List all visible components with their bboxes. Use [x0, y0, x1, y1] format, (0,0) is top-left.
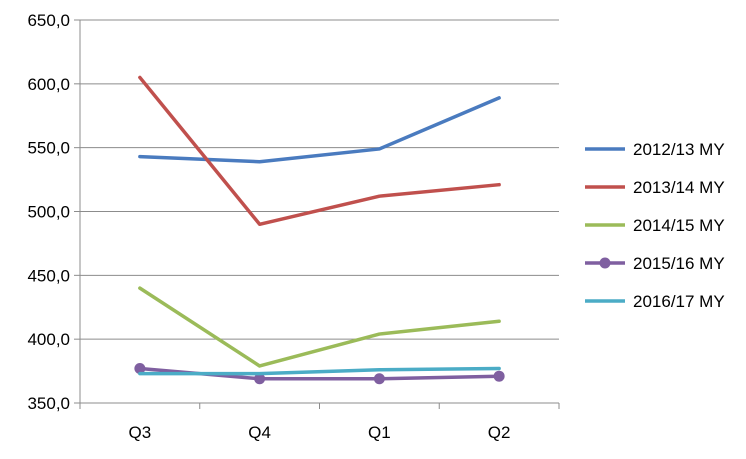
- y-tick-label: 500,0: [27, 203, 70, 222]
- legend-marker: [599, 257, 611, 269]
- data-point: [254, 373, 266, 385]
- axes: 350,0 400,0 450,0 500,0 550,0 600,0 650,0 Q3 Q4 Q…: [27, 11, 560, 442]
- data-point: [373, 373, 385, 385]
- y-tick-label: 650,0: [27, 11, 70, 30]
- legend-label: 2012/13 MY: [633, 140, 725, 159]
- y-tick-label: 400,0: [27, 330, 70, 349]
- series-lines: [134, 75, 505, 385]
- legend-label: 2013/14 MY: [633, 178, 725, 197]
- data-point: [134, 363, 146, 375]
- series-line: [138, 286, 501, 368]
- series-line: [138, 96, 501, 164]
- y-tick-label: 600,0: [27, 75, 70, 94]
- legend: 2012/13 MY 2013/14 MY 2014/15 MY 2015/16 MY…: [585, 140, 725, 311]
- x-tick-label: Q3: [129, 423, 152, 442]
- legend-label: 2016/17 MY: [633, 292, 725, 311]
- legend-label: 2015/16 MY: [633, 254, 725, 273]
- y-tick-label: 450,0: [27, 266, 70, 285]
- series-line: [138, 75, 501, 227]
- series-line: [138, 366, 501, 376]
- y-tick-label: 550,0: [27, 139, 70, 158]
- legend-label: 2014/15 MY: [633, 216, 725, 235]
- x-tick-label: Q4: [248, 423, 271, 442]
- x-tick-label: Q2: [488, 423, 511, 442]
- x-tick-label: Q1: [368, 423, 391, 442]
- grid-lines: [80, 19, 559, 340]
- y-tick-label: 350,0: [27, 394, 70, 413]
- data-point: [493, 370, 505, 382]
